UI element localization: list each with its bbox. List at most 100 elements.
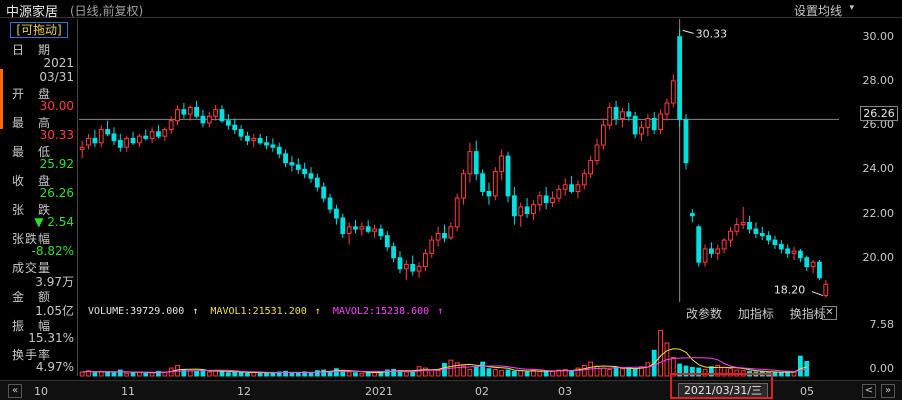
- ma-settings-button[interactable]: 设置均线: [793, 4, 842, 18]
- candle-body: [759, 232, 765, 237]
- selected-date: 2021/03/31/三: [678, 383, 768, 398]
- candle-body: [264, 142, 269, 146]
- candle-body: [105, 129, 111, 135]
- candle-body: [753, 228, 759, 234]
- candle-body: [435, 232, 441, 241]
- arrow-up-icon: ↑: [437, 306, 444, 317]
- candle-body: [346, 226, 352, 234]
- current-price-marker: 26.26: [860, 106, 898, 121]
- accent-bar: [0, 69, 3, 129]
- close-icon[interactable]: ✕: [822, 306, 837, 320]
- switch-indicator-button[interactable]: 换指标: [789, 307, 826, 321]
- change-params-button[interactable]: 改参数: [686, 307, 723, 321]
- volume-bar: [372, 371, 377, 377]
- volume-bar: [537, 370, 543, 377]
- info-row: 最 低: [0, 143, 76, 159]
- candle-body: [156, 131, 161, 137]
- candle-body: [162, 129, 168, 137]
- candle: [340, 213, 346, 238]
- volume-bar: [620, 368, 625, 377]
- mavol1-value: MAVOL1:21531.200: [210, 306, 307, 317]
- candle-body: [531, 204, 536, 215]
- candle: [670, 74, 676, 108]
- volume-scale-max: 7.58: [869, 318, 895, 331]
- candle: [511, 187, 517, 225]
- candle-body: [467, 151, 473, 175]
- volume-bar: [499, 370, 505, 377]
- scroll-right-button[interactable]: »: [881, 384, 895, 398]
- candle-body: [391, 246, 397, 259]
- info-label: 开 盘: [12, 86, 52, 101]
- volume-bar: [232, 371, 238, 377]
- chevron-down-icon[interactable]: ▾: [849, 3, 854, 13]
- volume-bar: [683, 365, 689, 377]
- volume-bar: [92, 372, 98, 377]
- info-row: 2021: [0, 56, 76, 72]
- candle-body: [683, 118, 689, 164]
- candle: [283, 149, 288, 168]
- candle: [162, 127, 168, 141]
- candle: [664, 98, 670, 121]
- volume-bar: [429, 369, 435, 377]
- candle: [607, 103, 613, 130]
- info-label: 日 期: [12, 43, 52, 57]
- candle-body: [98, 129, 104, 144]
- chart-mode-label: (日线,前复权): [70, 4, 144, 18]
- price-tick-label: 22.00: [862, 206, 895, 220]
- volume-bar: [422, 367, 428, 377]
- price-tick-label: 20.00: [862, 250, 895, 264]
- high-annotation: 30.33: [696, 27, 728, 40]
- high-pointer: [682, 29, 694, 34]
- candle-body: [473, 151, 479, 175]
- candle-body: [372, 228, 377, 232]
- candle-body: [543, 195, 549, 204]
- volume-bar: [156, 370, 161, 377]
- candle: [620, 107, 625, 128]
- scroll-back-button[interactable]: <: [862, 384, 876, 398]
- candle: [353, 220, 358, 234]
- candle: [499, 149, 505, 181]
- candle-body: [213, 109, 219, 117]
- volume-bar: [613, 366, 619, 377]
- candle: [181, 103, 187, 119]
- candle-body: [588, 160, 594, 175]
- candle-body: [429, 239, 435, 254]
- draggable-handle[interactable]: [可拖动]: [10, 22, 68, 38]
- candle: [543, 187, 549, 210]
- candle-body: [219, 109, 225, 122]
- add-indicator-button[interactable]: 加指标: [737, 307, 774, 321]
- volume-bar: [283, 370, 288, 377]
- volume-bar: [600, 367, 606, 377]
- volume-bar: [295, 372, 301, 377]
- volume-bar: [467, 368, 473, 377]
- candle: [410, 255, 416, 276]
- candle-body: [632, 115, 638, 135]
- scroll-left-button[interactable]: «: [8, 384, 22, 398]
- candle-body: [225, 120, 231, 126]
- time-axis-bar: « 10 11 12 2021 02 03 2021/03/31/三 05 < …: [0, 380, 902, 400]
- volume-bar: [607, 368, 613, 377]
- volume-bar: [658, 329, 663, 377]
- volume-bar: [689, 366, 695, 377]
- month-label: 05: [800, 385, 814, 398]
- volume-bar: [384, 369, 390, 377]
- volume-bar: [550, 370, 555, 377]
- candlestick-chart[interactable]: 30.33 18.20: [79, 19, 839, 302]
- candle: [365, 220, 371, 234]
- volume-bar: [696, 367, 702, 377]
- candle: [562, 178, 568, 196]
- volume-bar: [308, 372, 314, 377]
- candle: [747, 215, 752, 234]
- volume-bar: [556, 369, 562, 377]
- info-value: 1.05亿: [35, 304, 74, 318]
- info-row: 1.05亿: [0, 302, 76, 318]
- candle: [276, 142, 282, 159]
- candle: [702, 244, 708, 267]
- volume-bar: [594, 365, 600, 377]
- candle-body: [206, 115, 212, 124]
- candle-body: [403, 263, 409, 270]
- candle: [823, 279, 829, 298]
- candle: [677, 29, 683, 127]
- candle-body: [384, 235, 390, 248]
- volume-bar: [562, 368, 568, 377]
